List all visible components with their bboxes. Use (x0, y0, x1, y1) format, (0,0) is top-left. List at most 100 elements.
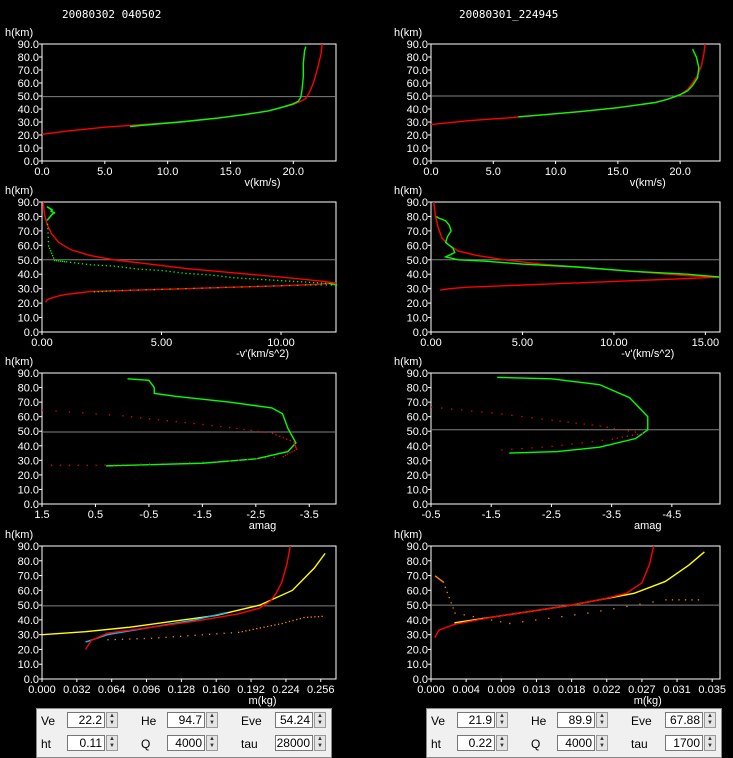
ve-input[interactable]: 22.2 (67, 712, 105, 728)
x-tick-label: 5.0 (486, 166, 501, 178)
ve-up-icon[interactable]: ▲ (109, 713, 115, 719)
chart-r4: 0.0 10.0 20.0 30.0 40.0 50.0 60.0 70.0 80.0 90.0 0… (394, 529, 726, 707)
eve-up-icon[interactable]: ▲ (707, 713, 713, 719)
ve-down-icon[interactable]: ▼ (499, 720, 505, 726)
y-tick-label: 50.0 (18, 91, 39, 103)
series-model (42, 409, 298, 466)
data-point (334, 284, 337, 286)
y-tick-label: 30.0 (407, 630, 428, 642)
chart-l3: 0.0 10.0 20.0 30.0 40.0 50.0 60.0 70.0 80.0 90.0 1… (5, 356, 337, 532)
tau-spinner[interactable]: ▲ ▼ (314, 735, 326, 751)
q-down-icon[interactable]: ▼ (209, 743, 215, 749)
data-point (304, 284, 307, 286)
ht-label: ht (431, 737, 442, 751)
x-tick-label: 10.00 (267, 337, 295, 349)
tau-up-icon[interactable]: ▲ (707, 736, 713, 742)
plot-frame (41, 43, 337, 162)
y-tick-label: 0.0 (413, 499, 428, 511)
ht-spinner[interactable]: ▲ ▼ (106, 735, 118, 751)
data-point (320, 282, 323, 284)
y-tick-label: 70.0 (18, 226, 39, 238)
left-chart-title: 20080302 040502 (62, 8, 162, 21)
eve-up-icon[interactable]: ▲ (317, 713, 323, 719)
data-point (303, 616, 305, 619)
eve-label: Eve (631, 714, 652, 728)
y-tick-label: 70.0 (407, 65, 428, 77)
ve-spinner[interactable]: ▲ ▼ (496, 712, 508, 728)
ht-input[interactable]: 0.11 (67, 735, 105, 751)
eve-down-icon[interactable]: ▼ (707, 720, 713, 726)
data-point (201, 287, 203, 289)
eve-spinner[interactable]: ▲ ▼ (314, 712, 326, 728)
he-down-icon[interactable]: ▼ (209, 720, 215, 726)
data-point (293, 442, 295, 444)
data-point (165, 270, 167, 272)
data-point (161, 288, 163, 290)
data-point (95, 464, 97, 466)
q-spinner[interactable]: ▲ ▼ (596, 735, 608, 751)
data-point (81, 263, 84, 265)
he-up-icon[interactable]: ▲ (209, 713, 215, 719)
q-up-icon[interactable]: ▲ (599, 736, 605, 742)
he-spinner[interactable]: ▲ ▼ (206, 712, 218, 728)
y-tick-label: 0.0 (24, 156, 39, 168)
data-point (333, 283, 335, 286)
data-point (143, 637, 145, 640)
x-tick-label: 0.013 (523, 684, 551, 696)
eve-input[interactable]: 54.24 (275, 712, 313, 728)
ht-down-icon[interactable]: ▼ (499, 743, 505, 749)
he-up-icon[interactable]: ▲ (599, 713, 605, 719)
tau-input[interactable]: 1700 (665, 735, 703, 751)
x-tick-label: 15.00 (692, 337, 720, 349)
ht-spinner[interactable]: ▲ ▼ (496, 735, 508, 751)
q-down-icon[interactable]: ▼ (599, 743, 605, 749)
tau-input[interactable]: 28000 (275, 735, 313, 751)
ve-down-icon[interactable]: ▼ (109, 720, 115, 726)
tau-down-icon[interactable]: ▼ (317, 743, 323, 749)
ht-down-icon[interactable]: ▼ (109, 743, 115, 749)
data-point (561, 444, 563, 446)
he-input[interactable]: 94.7 (167, 712, 205, 728)
tau-up-icon[interactable]: ▲ (317, 736, 323, 742)
x-tick-label: 0.018 (558, 684, 586, 696)
y-tick-label: 0.0 (413, 674, 428, 686)
data-point (189, 461, 191, 464)
x-tick-label: 0.004 (452, 684, 480, 696)
he-spinner[interactable]: ▲ ▼ (596, 712, 608, 728)
eve-spinner[interactable]: ▲ ▼ (704, 712, 716, 728)
data-point (310, 616, 312, 618)
ve-input[interactable]: 21.9 (457, 712, 495, 728)
data-point (215, 460, 218, 463)
q-input[interactable]: 4000 (167, 735, 205, 751)
data-point (315, 284, 317, 286)
q-spinner[interactable]: ▲ ▼ (206, 735, 218, 751)
data-point (438, 578, 441, 580)
tau-spinner[interactable]: ▲ ▼ (704, 735, 716, 751)
he-input[interactable]: 89.9 (557, 712, 595, 728)
data-point (113, 265, 116, 267)
data-point (47, 241, 50, 243)
eve-down-icon[interactable]: ▼ (317, 720, 323, 726)
ht-up-icon[interactable]: ▲ (499, 736, 505, 742)
tau-label: tau (631, 737, 648, 751)
data-point (601, 439, 603, 442)
q-input[interactable]: 4000 (557, 735, 595, 751)
data-point (129, 267, 131, 269)
data-point (511, 414, 513, 417)
eve-input[interactable]: 67.88 (665, 712, 703, 728)
x-axis-label: m(kg) (634, 695, 662, 707)
ht-input[interactable]: 0.22 (457, 735, 495, 751)
tau-down-icon[interactable]: ▼ (707, 743, 713, 749)
y-tick-label: 80.0 (18, 52, 39, 64)
ve-spinner[interactable]: ▲ ▼ (106, 712, 118, 728)
data-point (245, 630, 247, 632)
he-down-icon[interactable]: ▼ (599, 720, 605, 726)
ht-up-icon[interactable]: ▲ (109, 736, 115, 742)
y-tick-label: 0.0 (413, 156, 428, 168)
q-up-icon[interactable]: ▲ (209, 736, 215, 742)
data-point (68, 411, 71, 413)
data-point (208, 633, 211, 635)
data-point (292, 280, 295, 283)
data-point (245, 277, 247, 280)
ve-up-icon[interactable]: ▲ (499, 713, 505, 719)
